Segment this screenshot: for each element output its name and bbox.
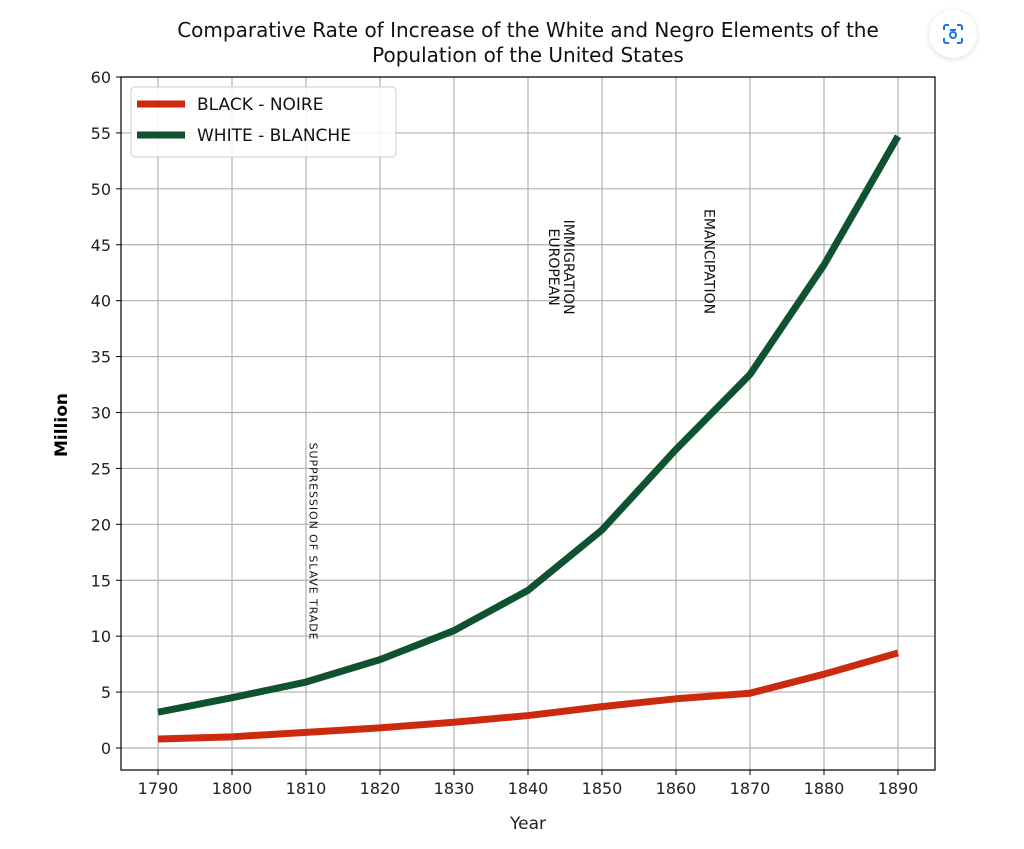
y-tick-label: 0 <box>101 739 111 758</box>
x-tick-label: 1840 <box>508 779 549 798</box>
chart-title: Population of the United States <box>372 43 684 67</box>
y-tick-label: 55 <box>91 124 111 143</box>
plot-frame <box>120 76 936 771</box>
x-tick-label: 1820 <box>360 779 401 798</box>
x-tick-label: 1890 <box>878 779 919 798</box>
annotation: EUROPEAN IMMIGRATION <box>545 220 576 315</box>
y-axis-label: Million <box>52 393 72 457</box>
y-tick-label: 15 <box>91 571 111 590</box>
y-tick-label: 60 <box>91 68 111 87</box>
x-tick-label: 1790 <box>138 779 179 798</box>
annotation-text: IMMIGRATION <box>560 220 576 315</box>
x-tick-label: 1810 <box>286 779 327 798</box>
x-tick-label: 1850 <box>582 779 623 798</box>
y-tick-label: 5 <box>101 683 111 702</box>
legend-label: BLACK - NOIRE <box>197 95 323 115</box>
y-tick-label: 50 <box>91 180 111 199</box>
chart-title: Comparative Rate of Increase of the Whit… <box>177 18 879 42</box>
annotation-text: EUROPEAN <box>545 229 561 306</box>
legend-box <box>130 86 397 158</box>
y-tick-label: 30 <box>91 404 111 423</box>
y-tick-label: 40 <box>91 292 111 311</box>
y-tick-label: 20 <box>91 515 111 534</box>
y-tick-label: 25 <box>91 459 111 478</box>
y-tick-label: 10 <box>91 627 111 646</box>
annotation-text: EMANCIPATION <box>700 209 716 314</box>
x-tick-label: 1860 <box>656 779 697 798</box>
x-tick-label: 1870 <box>730 779 771 798</box>
annotation-text: SUPPRESSION OF SLAVE TRADE <box>307 443 320 640</box>
legend-label: WHITE - BLANCHE <box>197 126 351 146</box>
lens-search-icon <box>943 24 963 44</box>
lens-search-button[interactable] <box>929 10 977 58</box>
y-tick-label: 35 <box>91 348 111 367</box>
x-tick-label: 1800 <box>212 779 253 798</box>
annotation: SUPPRESSION OF SLAVE TRADE <box>307 443 320 640</box>
y-tick-label: 45 <box>91 236 111 255</box>
annotation: EMANCIPATION <box>700 209 716 314</box>
x-axis-label: Year <box>509 814 546 834</box>
x-tick-label: 1830 <box>434 779 475 798</box>
x-tick-label: 1880 <box>804 779 845 798</box>
